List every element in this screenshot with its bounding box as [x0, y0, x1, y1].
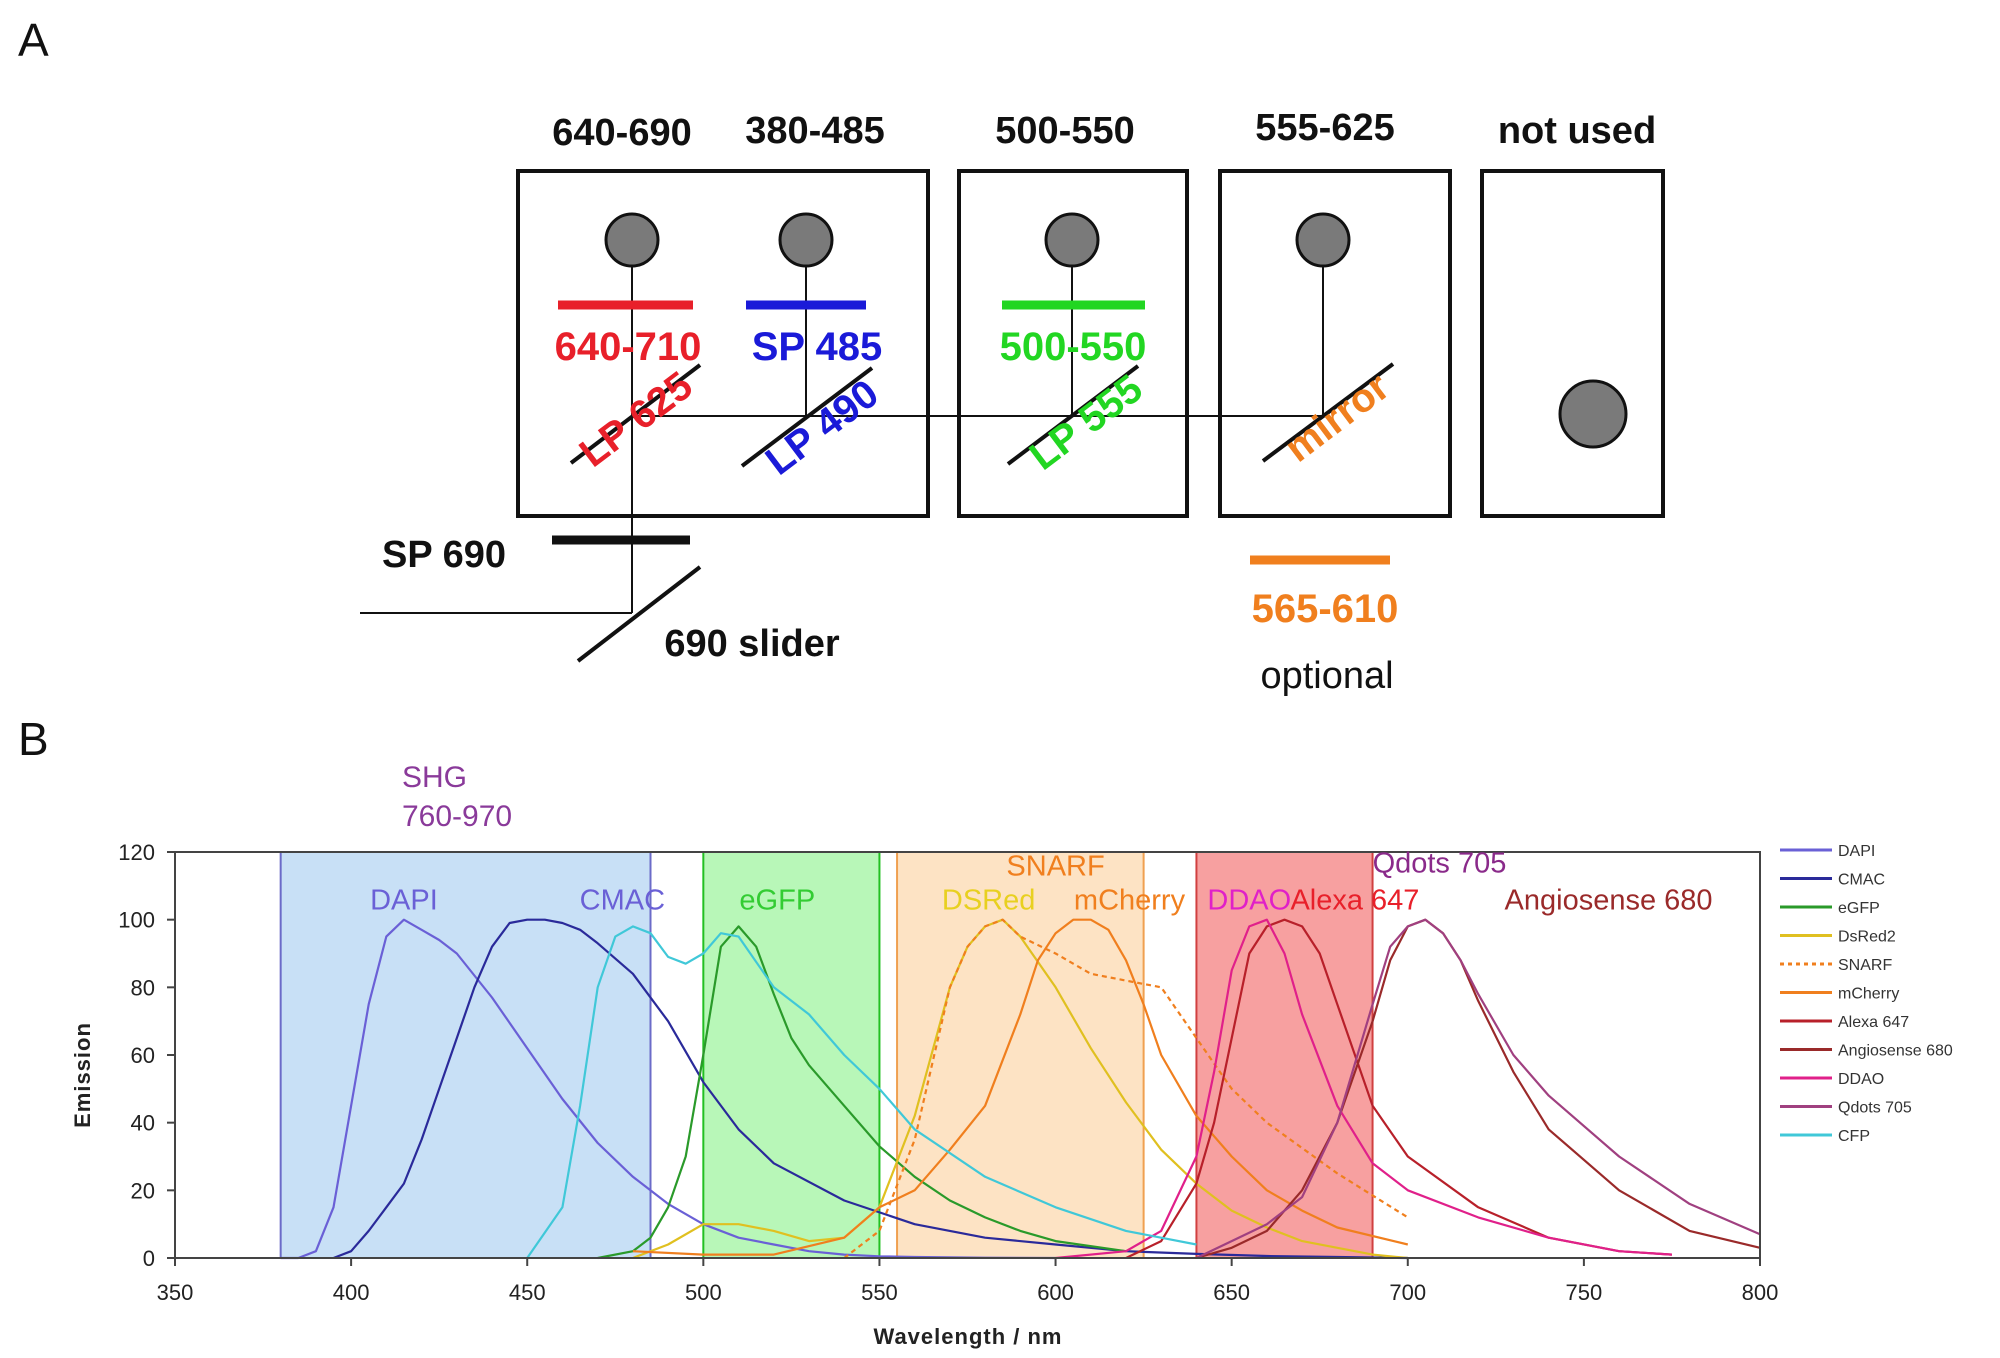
series-line-cmac — [333, 918, 1408, 1260]
curve-label-dsred: DSRed — [942, 885, 1036, 917]
dichroic-lp555 — [1006, 364, 1140, 466]
x-tick-label: 800 — [1742, 1280, 1779, 1305]
series-line-qdots-705 — [1195, 918, 1761, 1259]
band-label-380-485: 380-485 — [745, 110, 884, 152]
legend-label-ddao: DDAO — [1838, 1071, 1884, 1088]
curve-label-ddao: DDAO — [1207, 885, 1291, 917]
filter-label-blue: SP 485 — [752, 325, 883, 369]
optional-label: optional — [1260, 655, 1393, 697]
y-tick-label: 40 — [131, 1111, 155, 1136]
band-380-485 — [279, 851, 652, 1259]
y-axis-label: Emission — [70, 1022, 95, 1128]
band-555-625 — [896, 851, 1145, 1259]
detector-box-2 — [957, 169, 1189, 518]
x-tick-label: 600 — [1037, 1280, 1074, 1305]
panel-a: A 640-690 380-485 500-550 555-625 not us… — [18, 14, 1665, 697]
curve-label-cmac: CMAC — [580, 885, 665, 917]
dichroic-lp490 — [740, 366, 874, 468]
band-500-550 — [702, 851, 881, 1259]
curve-label-snarf: SNARF — [1006, 851, 1104, 883]
dichroic-label-orange: mirror — [1277, 365, 1398, 471]
detector-box-1 — [516, 169, 930, 518]
series-line-snarf — [843, 918, 1409, 1259]
x-tick-label: 500 — [685, 1280, 722, 1305]
x-tick-label: 650 — [1213, 1280, 1250, 1305]
panel-b: B SHG 760-970 350 400 450 500 550 600 650 700 75… — [18, 713, 1953, 1349]
series-line-cfp — [526, 925, 1197, 1259]
legend-label-egfp: eGFP — [1838, 900, 1880, 917]
chart-bands — [279, 851, 1374, 1259]
legend-label-angiosense-680: Angiosense 680 — [1838, 1043, 1953, 1060]
panel-a-label: A — [18, 14, 49, 66]
shg-label: SHG — [402, 761, 467, 794]
filter-label-green: 500-550 — [1000, 325, 1147, 369]
band-label-500-550: 500-550 — [995, 110, 1134, 152]
detector-box-3 — [1218, 169, 1452, 518]
legend-label-mcherry: mCherry — [1838, 986, 1899, 1003]
panel-b-label: B — [18, 713, 49, 765]
dichroic-label-green: LP 555 — [1022, 366, 1151, 478]
shg-range-label: 760-970 — [402, 800, 512, 833]
series-line-ddao — [1055, 918, 1672, 1260]
dichroic-label-red: LP 625 — [572, 363, 701, 475]
band-label-555-625: 555-625 — [1255, 107, 1394, 149]
x-tick-label: 400 — [333, 1280, 370, 1305]
series-line-egfp — [597, 925, 1127, 1260]
curve-label-qdots-705: Qdots 705 — [1373, 847, 1507, 879]
y-tick-label: 0 — [143, 1246, 155, 1271]
chart-lines — [280, 918, 1761, 1260]
slider-label: 690 slider — [664, 623, 840, 665]
chart-legend: DAPI CMAC eGFP DsRed2 SNARF mCherry Alexa 647 A… — [1780, 843, 1953, 1145]
curve-label-egfp: eGFP — [739, 885, 815, 917]
slider-mirror — [576, 565, 702, 663]
detector-blue — [778, 212, 834, 268]
x-tick-label: 750 — [1566, 1280, 1603, 1305]
curve-label-dapi: DAPI — [370, 885, 438, 917]
x-tick-label: 550 — [861, 1280, 898, 1305]
detector-red — [604, 212, 660, 268]
x-tick-label: 450 — [509, 1280, 546, 1305]
y-tick-label: 80 — [131, 975, 155, 1000]
x-tick-label: 350 — [157, 1280, 194, 1305]
filter-label-red: 640-710 — [555, 325, 702, 369]
curve-label-alexa-647: Alexa 647 — [1290, 885, 1419, 917]
legend-label-dsred2: DsRed2 — [1838, 929, 1896, 946]
legend-label-snarf: SNARF — [1838, 957, 1892, 974]
detector-green — [1044, 212, 1100, 268]
dichroic-mirror — [1261, 362, 1395, 463]
legend-label-cfp: CFP — [1838, 1128, 1870, 1145]
band-label-not-used: not used — [1498, 110, 1656, 152]
detector-box-4 — [1480, 169, 1665, 518]
curve-label-angiosense-680: Angiosense 680 — [1505, 885, 1713, 917]
legend-label-qdots-705: Qdots 705 — [1838, 1100, 1912, 1117]
filter-label-orange: 565-610 — [1252, 587, 1399, 631]
chart-axes: 350 400 450 500 550 600 650 700 750 800 0 20 40 60 80 1… — [118, 840, 1778, 1305]
x-tick-label: 700 — [1389, 1280, 1426, 1305]
legend-label-cmac: CMAC — [1838, 872, 1885, 889]
y-tick-label: 100 — [118, 908, 155, 933]
series-line-dapi — [280, 918, 1056, 1260]
series-line-mcherry — [632, 918, 1409, 1256]
x-axis-label: Wavelength / nm — [874, 1324, 1063, 1349]
y-tick-label: 120 — [118, 840, 155, 865]
detector-orange — [1295, 212, 1351, 268]
sp690-label: SP 690 — [382, 534, 506, 576]
series-line-alexa-647 — [1125, 918, 1672, 1259]
dichroic-label-blue: LP 490 — [758, 371, 887, 483]
legend-label-dapi: DAPI — [1838, 843, 1875, 860]
y-tick-label: 20 — [131, 1178, 155, 1203]
detector-unused — [1558, 379, 1628, 449]
band-label-640-690: 640-690 — [552, 112, 691, 154]
dichroic-lp625 — [569, 363, 702, 465]
curve-label-mcherry: mCherry — [1074, 885, 1186, 917]
y-tick-label: 60 — [131, 1043, 155, 1068]
legend-label-alexa-647: Alexa 647 — [1838, 1014, 1909, 1031]
